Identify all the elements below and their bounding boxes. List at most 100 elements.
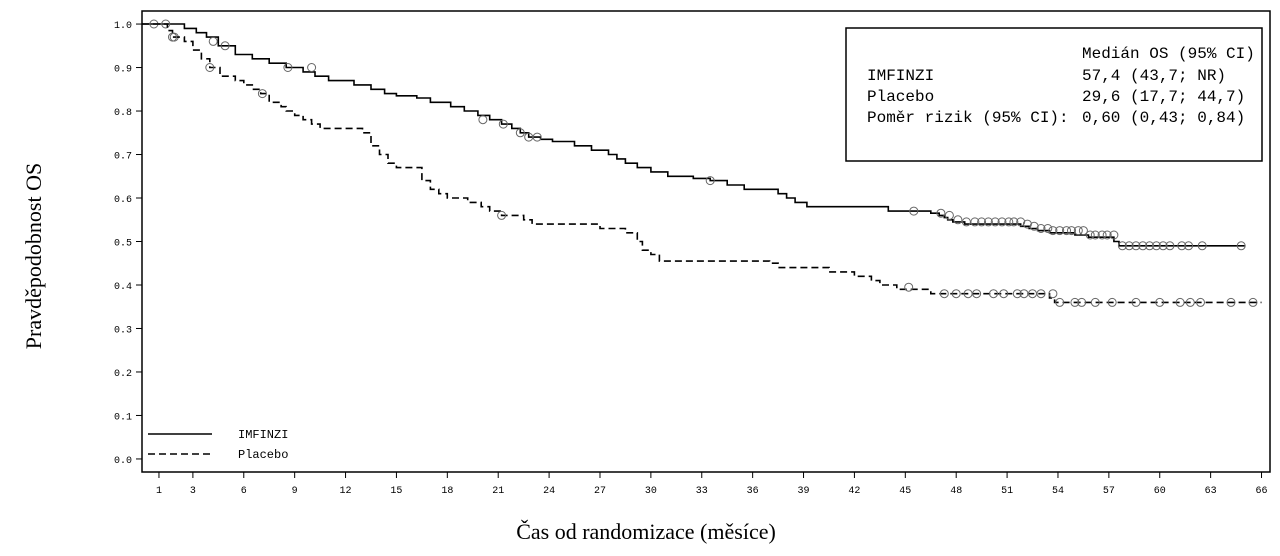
censor-mark-placebo [1090,297,1100,307]
x-tick-label: 54 [1052,486,1064,497]
censor-mark-imfinzi [1062,226,1071,236]
stats-row-label: Poměr rizik (95% CI): [867,109,1069,127]
censor-mark-imfinzi [936,208,946,218]
censor-mark-imfinzi [977,217,987,227]
censor-mark-imfinzi [1158,241,1168,251]
x-tick-label: 27 [594,486,606,497]
censor-mark-imfinzi [1131,241,1141,251]
series-line-placebo [142,23,1262,304]
y-tick-label: 0.2 [114,369,132,380]
censor-mark-imfinzi [1036,224,1046,233]
censor-mark-imfinzi [1055,226,1065,236]
censor-mark-imfinzi [1048,226,1058,236]
censor-mark-imfinzi [161,19,171,29]
censor-mark-imfinzi [1043,224,1053,233]
y-tick-label: 0.6 [114,195,132,206]
censor-mark-imfinzi [208,36,218,46]
censor-mark-imfinzi [909,206,919,216]
censor-mark-placebo [1131,297,1141,307]
censor-mark-imfinzi [1004,217,1014,227]
censor-mark-imfinzi [498,119,508,129]
stats-row-value: 29,6 (17,7; 44,7) [1082,88,1245,106]
censor-mark-imfinzi [1078,226,1088,236]
y-tick-label: 0.3 [114,325,132,336]
stats-header: Medián OS (95% CI) [1082,45,1255,63]
censor-mark-imfinzi [970,217,980,227]
censor-mark-imfinzi [1197,241,1207,251]
censor-mark-imfinzi [997,217,1007,227]
stats-row-label: Placebo [867,88,934,106]
x-tick-label: 66 [1256,486,1268,497]
censor-mark-placebo [1107,297,1117,307]
censor-mark-imfinzi [1029,221,1039,231]
x-tick-label: 36 [747,486,759,497]
censor-mark-placebo [1226,297,1236,307]
x-axis-label: Čas od randomizace (měsíce) [516,519,776,544]
censor-mark-placebo [1175,297,1185,307]
censor-mark-imfinzi [1090,230,1100,240]
legend: IMFINZI Placebo [148,428,288,462]
y-tick-label: 0.0 [114,456,132,467]
x-tick-label: 9 [292,486,298,497]
censor-mark-imfinzi [1022,219,1032,229]
x-tick-label: 57 [1103,486,1115,497]
censor-mark-imfinzi [283,63,293,72]
stats-row-value: 0,60 (0,43; 0,84) [1082,109,1245,127]
censor-mark-imfinzi [1145,241,1155,251]
censor-mark-imfinzi [1236,241,1246,251]
censor-mark-placebo [1196,297,1205,307]
y-tick-label: 0.9 [114,65,132,76]
x-tick-label: 33 [696,486,708,497]
x-tick-label: 45 [899,486,911,497]
x-tick-label: 12 [340,486,352,497]
legend-label-placebo: Placebo [238,448,288,462]
censor-mark-imfinzi [705,176,715,186]
stats-box-frame [845,27,1263,162]
censor-mark-imfinzi [1124,241,1134,251]
censor-mark-imfinzi [990,217,1000,227]
censor-mark-imfinzi [1073,226,1083,236]
censor-mark-imfinzi [1165,241,1175,251]
censor-mark-imfinzi [983,217,993,227]
censor-mark-placebo [1155,297,1165,307]
censor-mark-imfinzi [1184,241,1194,251]
censor-mark-placebo [1248,297,1258,307]
x-tick-label: 15 [390,486,402,497]
censor-mark-imfinzi [1009,217,1019,227]
stats-row-label: IMFINZI [867,67,934,85]
censor-mark-placebo [904,282,914,292]
y-tick-label: 1.0 [114,21,132,32]
censor-mark-imfinzi [1067,226,1076,236]
censor-mark-placebo [951,289,961,299]
censor-mark-imfinzi [478,115,488,125]
y-tick-label: 0.5 [114,239,132,250]
x-tick-label: 30 [645,486,657,497]
y-tick-label: 0.8 [114,108,132,119]
censor-mark-placebo [1070,297,1080,307]
y-tick-label: 0.4 [114,282,132,293]
censor-mark-imfinzi [1109,230,1119,240]
censor-mark-imfinzi [1151,241,1161,251]
censor-mark-placebo [999,289,1009,299]
x-tick-label: 42 [848,486,860,497]
censor-mark-placebo [497,210,507,220]
x-tick-label: 24 [543,486,555,497]
censor-mark-placebo [972,289,982,299]
series-layer [142,19,1262,307]
censor-mark-imfinzi [1016,217,1026,227]
y-axis-label: Pravděpodobnost OS [21,163,46,349]
axes: 0.00.10.20.30.40.50.60.70.80.91.01 3 6 9 12 1… [114,10,1271,497]
legend-label-imfinzi: IMFINZI [238,428,288,442]
censor-mark-imfinzi [1117,241,1127,251]
x-tick-label: 39 [798,486,810,497]
censor-mark-imfinzi [953,215,963,225]
y-tick-label: 0.1 [114,412,132,423]
x-tick-label: 48 [950,486,962,497]
censor-mark-imfinzi [1102,230,1112,240]
censor-mark-imfinzi [532,132,542,142]
censor-mark-imfinzi [1097,230,1107,240]
censor-mark-placebo [939,289,949,299]
censor-mark-placebo [989,289,998,299]
